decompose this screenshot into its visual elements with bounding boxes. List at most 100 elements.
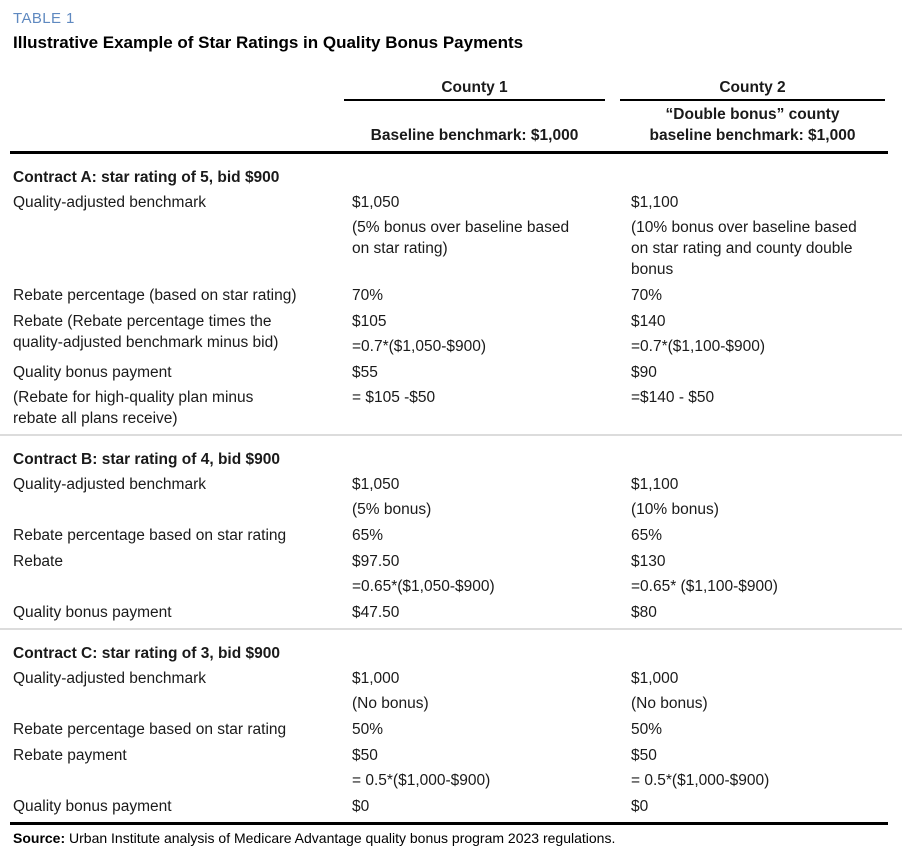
cell-county2: $90 =$140 - $50: [620, 362, 885, 429]
section-contract-c: Contract C: star rating of 3, bid $900 Qu…: [13, 643, 902, 817]
row-label: Rebate percentage based on star rating: [13, 525, 344, 546]
header-spacer: [13, 78, 344, 101]
section-contract-a: Contract A: star rating of 5, bid $900 Qu…: [13, 167, 902, 429]
section-heading: Contract C: star rating of 3, bid $900: [13, 645, 280, 662]
column-header-row: County 1 County 2: [13, 78, 902, 101]
text-line: Rebate: [13, 553, 63, 570]
text-line: $55: [352, 364, 378, 381]
text-block: $80: [631, 602, 885, 623]
text-line: Quality bonus payment: [13, 364, 172, 381]
text-line: $140: [631, 313, 666, 330]
text-block: Rebate (Rebate percentage times the quali…: [13, 311, 344, 353]
section-divider: [0, 628, 902, 630]
text-block: $0: [631, 796, 885, 817]
text-block: 70%: [352, 285, 620, 306]
cell-county2: $1,000 (No bonus): [620, 668, 885, 714]
text-block: $50: [631, 745, 885, 766]
source-note: Source: Urban Institute analysis of Medi…: [13, 829, 902, 847]
text-line: Quality-adjusted benchmark: [13, 670, 206, 687]
text-line: $0: [631, 798, 649, 815]
text-line: $1,100: [631, 476, 679, 493]
text-line: =0.7*($1,050-$900): [352, 338, 487, 355]
text-line: $0: [352, 798, 370, 815]
text-block: Rebate: [13, 551, 344, 572]
text-line: 50%: [631, 721, 663, 738]
table-row: Quality bonus payment (Rebate for high-qu…: [13, 362, 902, 429]
text-block: = 0.5*($1,000-$900): [631, 770, 885, 791]
cell-county1: 65%: [344, 525, 620, 546]
text-block: (10% bonus over baseline based on star ra…: [631, 217, 885, 280]
table-row: Quality-adjusted benchmark $1,050 (5% bonu…: [13, 192, 902, 280]
text-block: =0.65* ($1,100-$900): [631, 576, 885, 597]
text-line: =0.65* ($1,100-$900): [631, 578, 778, 595]
text-line: $80: [631, 604, 657, 621]
text-line: Rebate (Rebate percentage times the: [13, 313, 272, 330]
text-block: Quality-adjusted benchmark: [13, 192, 344, 213]
text-block: 50%: [352, 719, 620, 740]
cell-county2: $140 =0.7*($1,100-$900): [620, 311, 885, 357]
text-line: quality-adjusted benchmark minus bid): [13, 334, 279, 351]
text-block: 65%: [631, 525, 885, 546]
text-line: rebate all plans receive): [13, 410, 178, 427]
text-block: $90: [631, 362, 885, 383]
column-subheader-county1: Baseline benchmark: $1,000: [370, 127, 579, 144]
cell-county1: $47.50: [344, 602, 620, 623]
text-line: (10% bonus): [631, 501, 719, 518]
cell-county1: $1,000 (No bonus): [344, 668, 620, 714]
row-label: Quality-adjusted benchmark: [13, 192, 344, 280]
row-label: Quality-adjusted benchmark: [13, 474, 344, 520]
text-line: 65%: [631, 527, 663, 544]
cell-county2: $130 =0.65* ($1,100-$900): [620, 551, 885, 597]
text-block: $1,100: [631, 192, 885, 213]
cell-county2: $50 = 0.5*($1,000-$900): [620, 745, 885, 791]
text-block: (Rebate for high-quality plan minus rebat…: [13, 387, 344, 429]
text-line: =$140 - $50: [631, 389, 715, 406]
section-divider: [0, 434, 902, 436]
text-block: (10% bonus): [631, 499, 885, 520]
row-label: Quality bonus payment: [13, 602, 344, 623]
text-line: $50: [352, 747, 378, 764]
text-block: $1,000: [352, 668, 620, 689]
text-line: (No bonus): [352, 695, 429, 712]
text-block: $1,000: [631, 668, 885, 689]
text-line: $1,000: [631, 670, 679, 687]
text-block: Rebate payment: [13, 745, 344, 766]
text-block: Quality bonus payment: [13, 362, 344, 383]
text-block: (No bonus): [631, 693, 885, 714]
text-line: $105: [352, 313, 387, 330]
text-block: = $105 -$50: [352, 387, 620, 408]
header-rule: [10, 151, 888, 154]
cell-county1: $105 =0.7*($1,050-$900): [344, 311, 620, 357]
text-line: = 0.5*($1,000-$900): [631, 772, 770, 789]
text-block: $47.50: [352, 602, 620, 623]
text-block: $55: [352, 362, 620, 383]
page-title: Illustrative Example of Star Ratings in …: [13, 33, 524, 52]
text-block: $1,100: [631, 474, 885, 495]
table-row: Quality-adjusted benchmark $1,050 (5% bonu…: [13, 474, 902, 520]
section-heading: Contract B: star rating of 4, bid $900: [13, 451, 280, 468]
text-line: =0.65*($1,050-$900): [352, 578, 495, 595]
table-row: Quality bonus payment $0 $0: [13, 796, 902, 817]
table-row: Quality bonus payment $47.50 $80: [13, 602, 902, 623]
text-block: =0.7*($1,050-$900): [352, 336, 620, 357]
county2-subtitle-line1: “Double bonus” county: [665, 106, 840, 123]
column-header-county1: County 1: [344, 78, 605, 101]
text-block: Rebate percentage based on star rating: [13, 525, 344, 546]
text-block: 65%: [352, 525, 620, 546]
text-block: $0: [352, 796, 620, 817]
table-row: Quality-adjusted benchmark $1,000 (No bonu…: [13, 668, 902, 714]
text-line: $97.50: [352, 553, 400, 570]
text-block: $1,050: [352, 474, 620, 495]
text-line: $47.50: [352, 604, 400, 621]
text-block: = 0.5*($1,000-$900): [352, 770, 620, 791]
text-line: Quality-adjusted benchmark: [13, 476, 206, 493]
text-line: Quality-adjusted benchmark: [13, 194, 206, 211]
text-line: 50%: [352, 721, 384, 738]
cell-county1: $1,050 (5% bonus): [344, 474, 620, 520]
section-contract-b: Contract B: star rating of 4, bid $900 Qu…: [13, 449, 902, 623]
county2-subtitle-line2: baseline benchmark: $1,000: [649, 127, 856, 144]
text-line: 65%: [352, 527, 384, 544]
cell-county1: $1,050 (5% bonus over baseline based on st…: [344, 192, 620, 280]
text-line: (5% bonus over baseline based: [352, 219, 570, 236]
